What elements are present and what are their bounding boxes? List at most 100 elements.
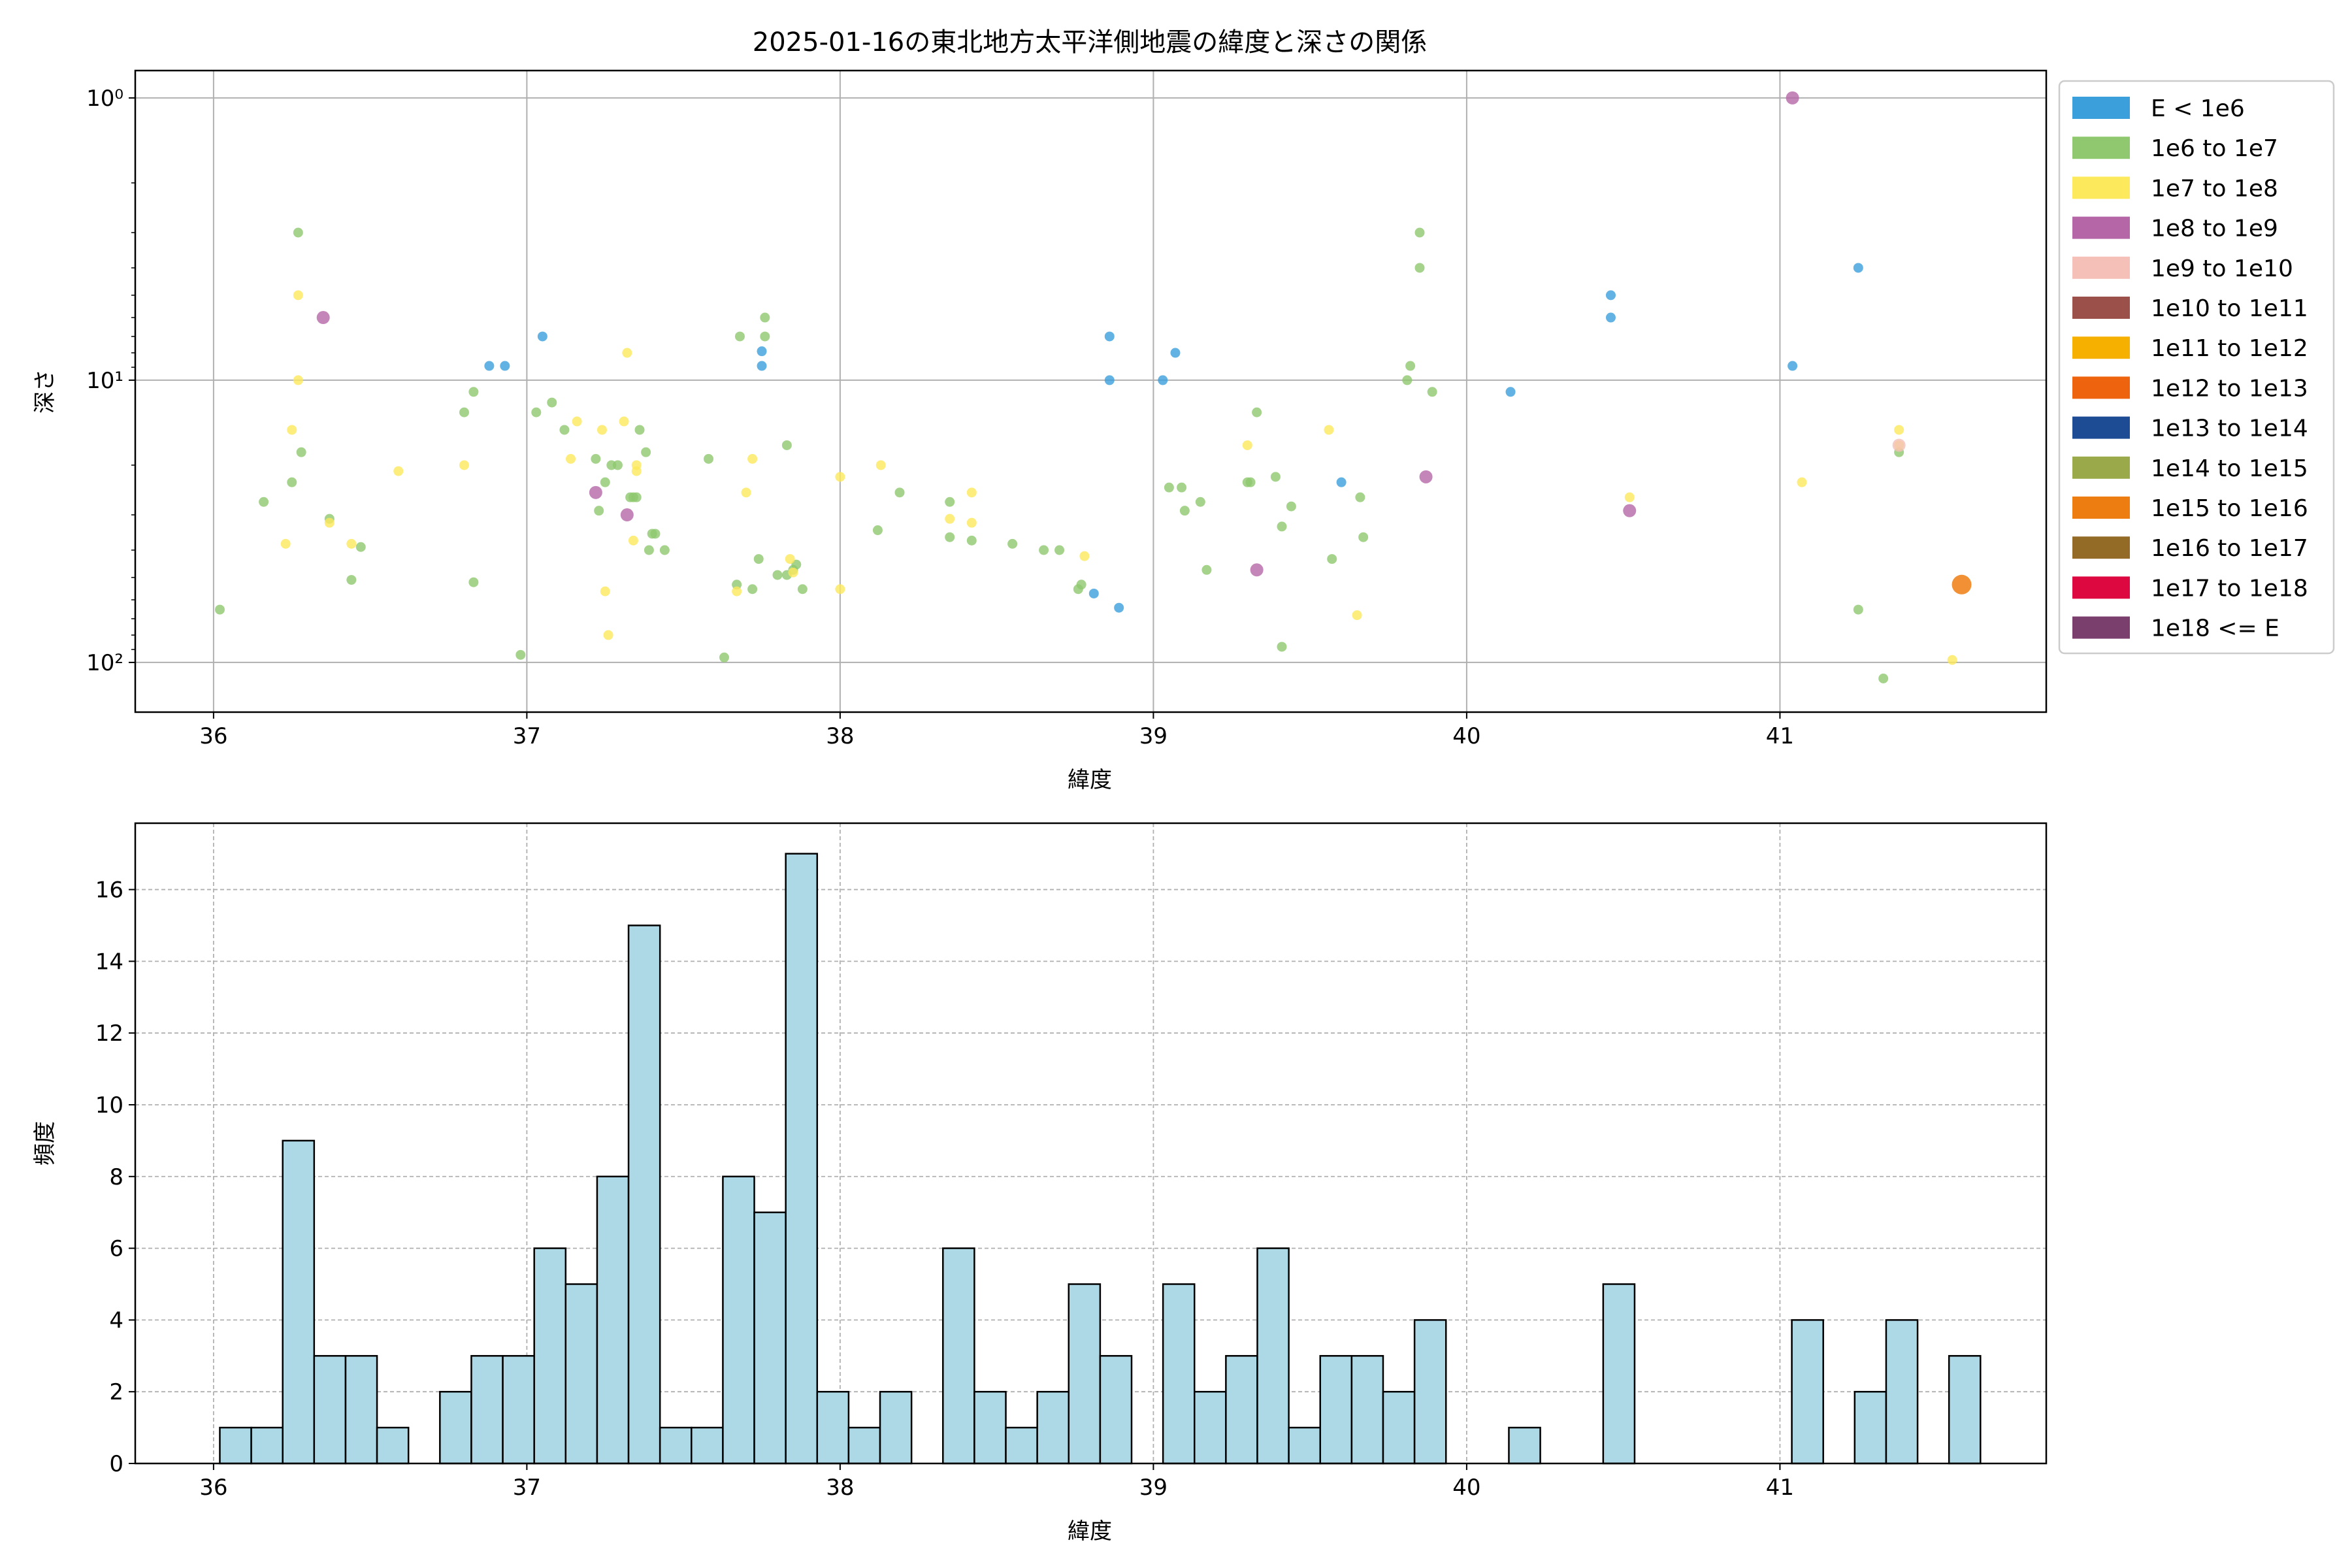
histogram-bar — [1256, 1247, 1290, 1465]
scatter-point — [603, 630, 613, 640]
scatter-point — [1892, 438, 1906, 452]
histogram-bar — [1194, 1390, 1227, 1465]
scatter-point — [757, 346, 767, 357]
histogram-bar — [785, 853, 819, 1465]
scatter-point — [393, 466, 404, 476]
histogram-bar — [250, 1426, 284, 1465]
scatter-point — [875, 460, 886, 470]
histogram-y-label: 頻度 — [32, 1121, 58, 1166]
histogram-frame — [134, 822, 2048, 1465]
histogram-x-tick-label: 39 — [1139, 1475, 1168, 1501]
histogram-bar — [533, 1247, 567, 1465]
histogram-bar — [1068, 1283, 1102, 1465]
scatter-point — [1201, 564, 1212, 575]
scatter-title: 2025-01-16の東北地方太平洋側地震の緯度と深さの関係 — [753, 27, 1427, 57]
scatter-point — [346, 538, 357, 549]
scatter-x-tick-label: 36 — [199, 723, 227, 749]
scatter-point — [1605, 290, 1616, 301]
scatter-point — [1427, 387, 1437, 397]
scatter-point — [1114, 602, 1124, 613]
scatter-x-tick-label: 37 — [513, 723, 541, 749]
scatter-point — [1853, 604, 1863, 615]
histogram-bar — [1413, 1319, 1447, 1465]
histogram-bar — [282, 1139, 316, 1465]
scatter-point — [589, 485, 602, 499]
histogram-bar — [847, 1426, 881, 1465]
histogram-bar — [1005, 1426, 1038, 1465]
histogram-bar — [879, 1390, 913, 1465]
histogram-bar — [722, 1175, 755, 1465]
legend-swatch — [2072, 176, 2130, 199]
legend-swatch — [2072, 97, 2130, 119]
legend-label: 1e16 to 1e17 — [2151, 535, 2308, 562]
histogram-y-tick-label: 14 — [95, 949, 123, 975]
histogram-bar — [344, 1355, 378, 1465]
scatter-point — [1164, 482, 1174, 493]
scatter-point — [1352, 610, 1362, 621]
scatter-point — [641, 447, 651, 457]
scatter-point — [966, 517, 977, 528]
scatter-point — [894, 487, 905, 498]
scatter-point — [1252, 407, 1262, 417]
scatter-point — [1054, 545, 1065, 555]
histogram-y-tick-label: 4 — [109, 1307, 123, 1333]
histogram-bar — [1288, 1426, 1321, 1465]
scatter-point — [650, 529, 661, 539]
legend-label: 1e17 to 1e18 — [2151, 575, 2308, 602]
scatter-point — [1039, 545, 1049, 555]
scatter-x-tick-label: 40 — [1452, 723, 1480, 749]
histogram-bar — [470, 1355, 504, 1465]
scatter-y-tick-label: 10⁰ — [86, 86, 123, 112]
histogram-bar — [1225, 1355, 1258, 1465]
scatter-point — [547, 397, 557, 408]
histogram-bar — [1948, 1355, 1982, 1465]
histogram-bar — [502, 1355, 535, 1465]
scatter-point — [1797, 477, 1807, 487]
scatter-point — [945, 514, 955, 524]
scatter-point — [945, 497, 955, 507]
histogram-bar — [627, 924, 661, 1465]
legend-swatch — [2072, 256, 2130, 279]
legend-swatch — [2072, 616, 2130, 639]
scatter-point — [788, 567, 798, 578]
legend-swatch — [2072, 376, 2130, 399]
scatter-y-tick-label: 10¹ — [86, 368, 123, 394]
scatter-point — [791, 559, 802, 570]
scatter-y-label: 深さ — [32, 369, 58, 414]
scatter-point — [757, 361, 767, 371]
scatter-point — [346, 575, 357, 585]
histogram-x-label: 緯度 — [1068, 1518, 1112, 1544]
scatter-point — [1505, 387, 1516, 397]
histogram-bar — [1508, 1426, 1541, 1465]
scatter-point — [1786, 91, 1799, 105]
scatter-point — [459, 460, 469, 470]
scatter-point — [719, 652, 729, 662]
scatter-point — [1358, 532, 1369, 542]
histogram-x-tick-label: 40 — [1452, 1475, 1480, 1501]
legend-label: 1e13 to 1e14 — [2151, 416, 2308, 442]
histogram-bar — [1350, 1355, 1384, 1465]
histogram-bar — [659, 1426, 693, 1465]
scatter-point — [634, 425, 645, 435]
histogram-bar — [1791, 1319, 1824, 1465]
scatter-point — [1605, 312, 1616, 323]
scatter-point — [484, 361, 495, 371]
scatter-point — [1894, 425, 1904, 435]
scatter-point — [293, 290, 303, 301]
scatter-chart: 2025-01-16の東北地方太平洋側地震の緯度と深さの関係 36 37 38 39 4… — [32, 27, 2335, 793]
scatter-point — [732, 580, 742, 590]
scatter-point — [1076, 580, 1086, 590]
scatter-point — [287, 477, 297, 487]
legend-swatch — [2072, 216, 2130, 239]
scatter-point — [1158, 375, 1168, 385]
scatter-point — [1250, 563, 1264, 577]
scatter-point — [566, 453, 576, 464]
scatter-point — [468, 387, 479, 397]
histogram-y-tick-label: 6 — [109, 1236, 123, 1262]
scatter-y-tick-label: 10² — [86, 650, 123, 676]
histogram-bar — [564, 1283, 598, 1465]
histogram-bar — [376, 1426, 410, 1465]
scatter-point — [1624, 492, 1635, 502]
histogram-bar — [313, 1355, 347, 1465]
scatter-point — [1853, 263, 1863, 273]
